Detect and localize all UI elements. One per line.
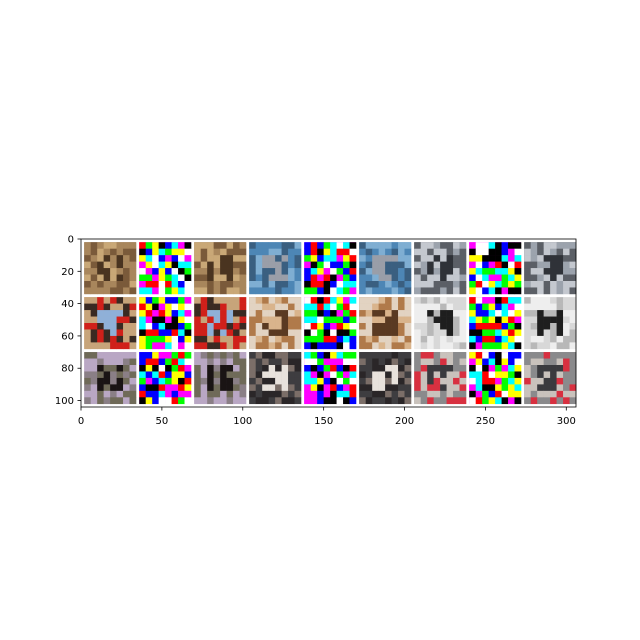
- image-tile-r1-c4: [304, 297, 357, 350]
- image-tile-r0-c7: [469, 242, 522, 295]
- image-tile-r0-c3: [249, 242, 302, 295]
- x-tick-label: 100: [233, 416, 252, 427]
- x-axis-ticks: 0 50 100 150 200 250 300: [78, 407, 576, 427]
- y-tick-label: 40: [61, 299, 74, 310]
- image-tile-r1-c6: [414, 297, 467, 350]
- image-tile-r2-c2: [194, 352, 247, 405]
- y-tick-label: 100: [55, 396, 74, 407]
- image-tile-r1-c0: [84, 297, 137, 350]
- image-tile-r2-c4: [304, 352, 357, 405]
- image-tile-r2-c0: [84, 352, 137, 405]
- y-tick-label: 20: [61, 267, 74, 278]
- x-tick-label: 250: [476, 416, 495, 427]
- axes-frame: [80, 238, 577, 408]
- y-tick-label: 0: [68, 235, 74, 246]
- x-tick-label: 300: [557, 416, 576, 427]
- image-tile-r0-c2: [194, 242, 247, 295]
- y-tick-label: 60: [61, 331, 74, 342]
- image-tile-r1-c2: [194, 297, 247, 350]
- image-tile-r0-c1: [139, 242, 192, 295]
- image-tile-r1-c8: [524, 297, 577, 350]
- image-tile-r0-c8: [524, 242, 577, 295]
- y-tick-label: 80: [61, 364, 74, 375]
- image-tiles: [84, 242, 577, 405]
- image-tile-r1-c3: [249, 297, 302, 350]
- image-tile-r2-c3: [249, 352, 302, 405]
- x-tick-label: 50: [156, 416, 169, 427]
- image-tile-r2-c7: [469, 352, 522, 405]
- x-tick-label: 150: [314, 416, 333, 427]
- image-tile-r0-c5: [359, 242, 412, 295]
- y-axis-ticks: 0 20 40 60 80 100: [55, 235, 81, 407]
- image-tile-r0-c0: [84, 242, 137, 295]
- x-tick-label: 200: [395, 416, 414, 427]
- image-tile-r2-c1: [139, 352, 192, 405]
- image-tile-r1-c1: [139, 297, 192, 350]
- image-tile-r2-c6: [414, 352, 467, 405]
- image-tile-r2-c8: [524, 352, 577, 405]
- x-tick-label: 0: [78, 416, 84, 427]
- image-tile-r1-c7: [469, 297, 522, 350]
- image-tile-r0-c6: [414, 242, 467, 295]
- image-tile-r1-c5: [359, 297, 412, 350]
- image-tile-r0-c4: [304, 242, 357, 295]
- image-tile-r2-c5: [359, 352, 412, 405]
